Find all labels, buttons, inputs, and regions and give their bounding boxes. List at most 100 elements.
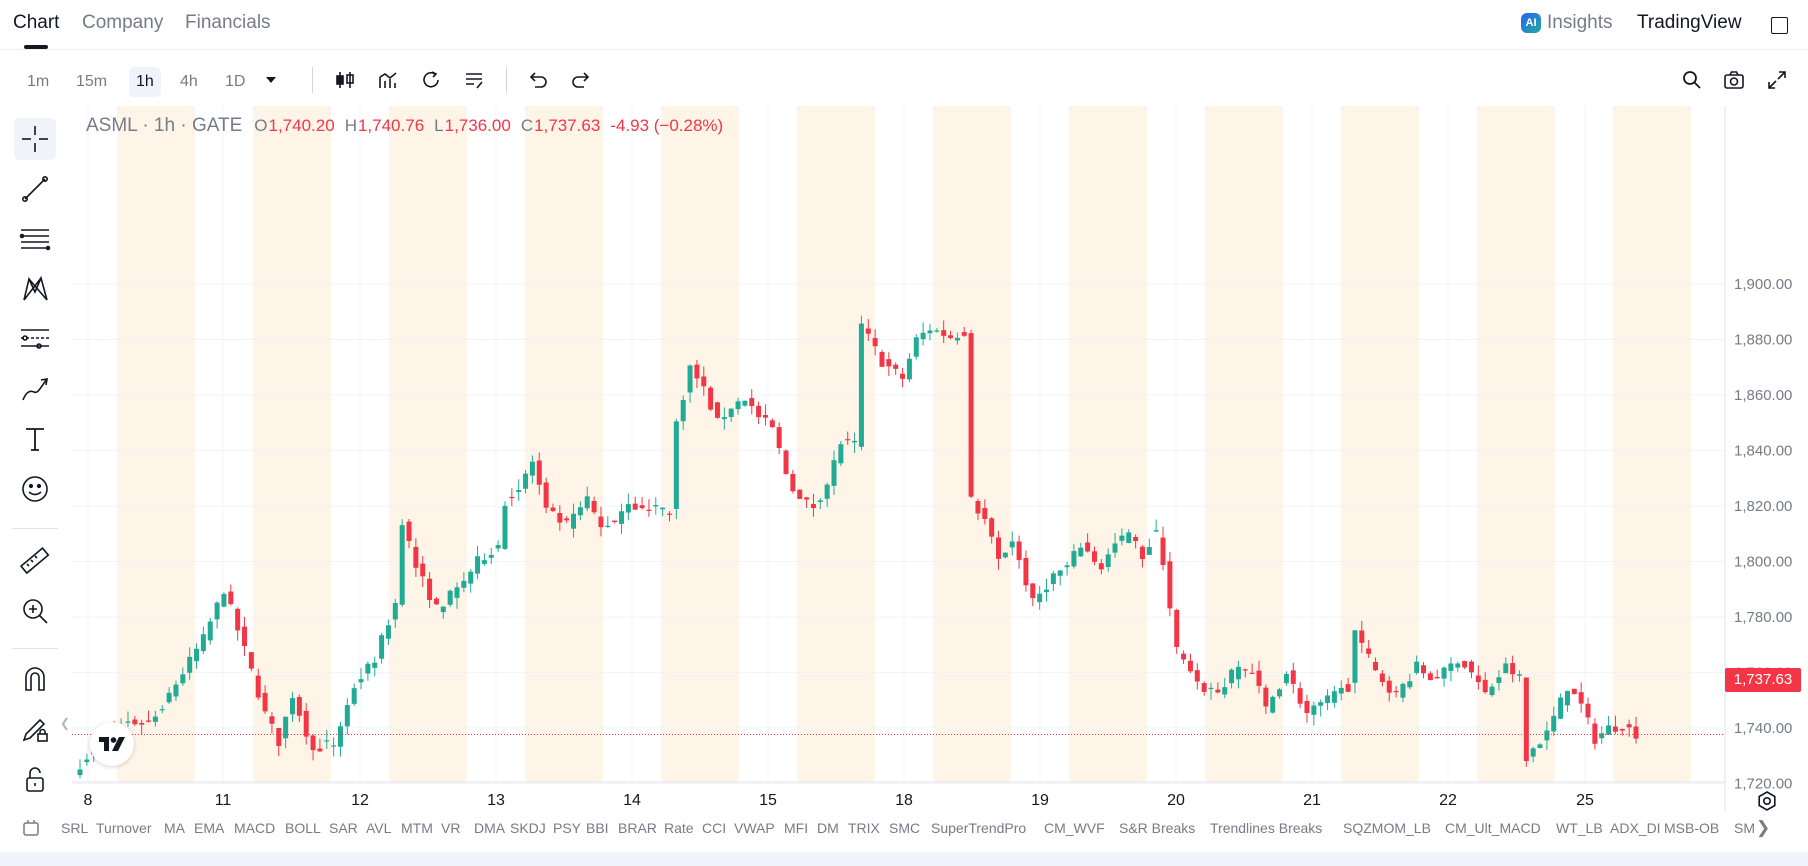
candles-icon[interactable] xyxy=(331,66,359,94)
tab-financials[interactable]: Financials xyxy=(185,12,271,33)
indicator-trendlines-breaks[interactable]: Trendlines Breaks xyxy=(1210,820,1323,836)
candle-body xyxy=(708,387,714,410)
candle-body xyxy=(289,698,295,715)
candle-body xyxy=(1592,723,1598,744)
panel-icon[interactable] xyxy=(22,819,40,842)
indicator-macd[interactable]: MACD xyxy=(234,820,276,836)
tradingview-logo-icon[interactable] xyxy=(90,722,134,766)
gear-icon[interactable] xyxy=(1756,790,1778,817)
redo-icon[interactable] xyxy=(567,66,595,94)
indicator-sqzmom-lb[interactable]: SQZMOM_LB xyxy=(1343,820,1431,836)
indicators-icon[interactable] xyxy=(374,66,402,94)
brand-label[interactable]: TradingView xyxy=(1637,12,1742,33)
indicator-dm[interactable]: DM xyxy=(817,820,839,836)
magnet-icon[interactable] xyxy=(14,658,56,700)
tab-company[interactable]: Company xyxy=(82,12,164,33)
forecast-icon[interactable] xyxy=(14,318,56,360)
x-tick-label: 18 xyxy=(895,792,913,809)
undo-icon[interactable] xyxy=(524,66,552,94)
indicator-mfi[interactable]: MFI xyxy=(784,820,809,836)
chevron-right-icon[interactable]: ❯ xyxy=(1756,818,1771,837)
ohlc-legend: ASML · 1h · GATE O 1,740.20 H 1,740.76 L 1,… xyxy=(86,115,733,137)
candle-body xyxy=(769,420,775,428)
indicator-bbi[interactable]: BBI xyxy=(586,820,609,836)
indicator-avl[interactable]: AVL xyxy=(366,820,392,836)
emoji-icon[interactable] xyxy=(14,468,56,510)
indicator-wt-lb[interactable]: WT_LB xyxy=(1556,820,1603,836)
indicator-psy[interactable]: PSY xyxy=(553,820,582,836)
chevron-down-icon[interactable] xyxy=(257,66,285,94)
y-tick-label: 1,900.00 xyxy=(1734,276,1792,293)
toolbar-divider xyxy=(312,67,313,93)
candle-body xyxy=(646,509,652,511)
insights-button[interactable]: AI Insights xyxy=(1521,12,1612,34)
indicator-mtm[interactable]: MTM xyxy=(401,820,433,836)
open-value: 1,740.20 xyxy=(268,116,335,135)
indicator-s-r-breaks[interactable]: S&R Breaks xyxy=(1119,820,1196,836)
indicator-cci[interactable]: CCI xyxy=(702,820,727,836)
candle-body xyxy=(1455,663,1461,668)
candle-body xyxy=(1174,609,1180,648)
indicator-ema[interactable]: EMA xyxy=(194,820,225,836)
x-tick-label: 25 xyxy=(1576,792,1594,809)
indicator-boll[interactable]: BOLL xyxy=(285,820,321,836)
interval-4h[interactable]: 4h xyxy=(180,73,198,90)
indicator-vr[interactable]: VR xyxy=(441,820,461,836)
candle-body xyxy=(310,735,316,751)
price-chart[interactable]: 1,900.00 1,880.00 1,860.00 1,840.00 1,820.00… xyxy=(0,104,1808,812)
indicator-ma[interactable]: MA xyxy=(164,820,185,836)
indicator-cm-wvf[interactable]: CM_WVF xyxy=(1044,820,1105,836)
candle-body xyxy=(146,720,152,722)
close-key: C xyxy=(520,116,534,135)
indicator-msb-ob[interactable]: MSB-OB xyxy=(1664,820,1720,836)
symbol-title[interactable]: ASML · 1h · GATE xyxy=(86,115,243,136)
text-icon[interactable] xyxy=(14,418,56,460)
candle-body xyxy=(749,398,755,407)
indicator-supertrendpro[interactable]: SuperTrendPro xyxy=(931,820,1027,836)
crosshair-icon[interactable] xyxy=(14,118,56,160)
high-value: 1,740.76 xyxy=(357,116,425,135)
pattern-icon[interactable] xyxy=(14,268,56,310)
replay-icon[interactable] xyxy=(417,66,445,94)
indicator-brar[interactable]: BRAR xyxy=(618,820,657,836)
zoom-in-icon[interactable] xyxy=(14,590,56,632)
indicator-turnover[interactable]: Turnover xyxy=(96,820,152,836)
interval-1m[interactable]: 1m xyxy=(27,73,50,90)
indicator-rate[interactable]: Rate xyxy=(664,820,694,836)
indicator-vwap[interactable]: VWAP xyxy=(734,820,775,836)
fullscreen-icon[interactable] xyxy=(1763,66,1791,94)
lock-draw-icon[interactable] xyxy=(14,708,56,750)
candle-body xyxy=(1112,543,1118,553)
indicator-dma[interactable]: DMA xyxy=(474,820,506,836)
indicator-trix[interactable]: TRIX xyxy=(848,820,880,836)
candle-body xyxy=(1400,683,1406,698)
indicator-sm[interactable]: SM xyxy=(1734,820,1755,836)
fib-lines-icon[interactable] xyxy=(14,218,56,260)
unlock-icon[interactable] xyxy=(14,758,56,800)
search-icon[interactable] xyxy=(1678,66,1706,94)
ruler-icon[interactable] xyxy=(14,540,56,582)
camera-icon[interactable] xyxy=(1720,66,1748,94)
indicator-adx-di[interactable]: ADX_DI xyxy=(1610,820,1661,836)
indicator-smc[interactable]: SMC xyxy=(889,820,921,836)
collapse-arrow-icon[interactable]: ❮ xyxy=(60,716,71,730)
interval-1d[interactable]: 1D xyxy=(225,73,246,90)
candle-body xyxy=(84,759,90,763)
candle-body xyxy=(1270,696,1276,713)
brush-icon[interactable] xyxy=(14,368,56,410)
indicator-cm-ult-macd[interactable]: CM_Ult_MACD xyxy=(1445,820,1541,836)
maximize-icon[interactable] xyxy=(1771,17,1788,34)
tab-chart[interactable]: Chart xyxy=(13,12,60,33)
trendline-icon[interactable] xyxy=(14,168,56,210)
candle-body xyxy=(1044,589,1050,593)
indicator-sar[interactable]: SAR xyxy=(329,820,358,836)
indicator-skdj[interactable]: SKDJ xyxy=(510,820,546,836)
indicator-srl[interactable]: SRL xyxy=(61,820,89,836)
x-tick-label: 8 xyxy=(84,792,93,809)
candle-body xyxy=(872,337,878,347)
alerts-list-icon[interactable] xyxy=(460,66,488,94)
interval-1h[interactable]: 1h xyxy=(129,67,161,97)
candle-body xyxy=(1139,546,1145,560)
interval-15m[interactable]: 15m xyxy=(76,73,108,90)
candle-body xyxy=(742,400,748,406)
